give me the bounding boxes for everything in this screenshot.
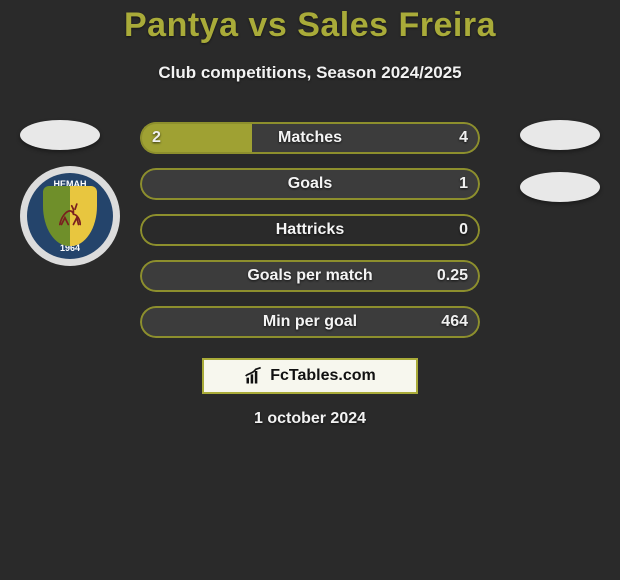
stats-container: Matches2 4 Goals1 Hattricks0 Goals per match… xyxy=(140,122,480,338)
player-placeholder-left xyxy=(20,120,100,150)
stat-value-right: 0 xyxy=(459,214,468,246)
stat-value-right: 464 xyxy=(441,306,468,338)
left-badges: НЕМАН 1964 xyxy=(20,120,120,266)
right-badges xyxy=(500,120,600,224)
stat-row: Goals per match0.25 xyxy=(140,260,480,292)
player-placeholder-right-1 xyxy=(520,120,600,150)
deer-icon xyxy=(53,199,87,233)
player-placeholder-right-2 xyxy=(520,172,600,202)
stat-value-right: 1 xyxy=(459,168,468,200)
club-shield xyxy=(43,186,97,246)
stat-value-right: 4 xyxy=(459,122,468,154)
chart-icon xyxy=(244,366,264,386)
stat-value-right: 0.25 xyxy=(437,260,468,292)
stat-value-left: 2 xyxy=(152,122,161,154)
page-title: Pantya vs Sales Freira xyxy=(0,0,620,45)
subtitle: Club competitions, Season 2024/2025 xyxy=(0,63,620,83)
stat-label: Goals per match xyxy=(140,260,480,292)
brand-text: FcTables.com xyxy=(270,367,376,385)
stat-label: Matches xyxy=(140,122,480,154)
stat-row: Min per goal464 xyxy=(140,306,480,338)
stat-label: Hattricks xyxy=(140,214,480,246)
stat-row: Matches2 4 xyxy=(140,122,480,154)
brand-box[interactable]: FcTables.com xyxy=(202,358,418,394)
stat-row: Goals1 xyxy=(140,168,480,200)
club-logo-left: НЕМАН 1964 xyxy=(20,166,120,266)
stat-label: Min per goal xyxy=(140,306,480,338)
stat-label: Goals xyxy=(140,168,480,200)
stat-row: Hattricks0 xyxy=(140,214,480,246)
date-line: 1 october 2024 xyxy=(0,410,620,428)
